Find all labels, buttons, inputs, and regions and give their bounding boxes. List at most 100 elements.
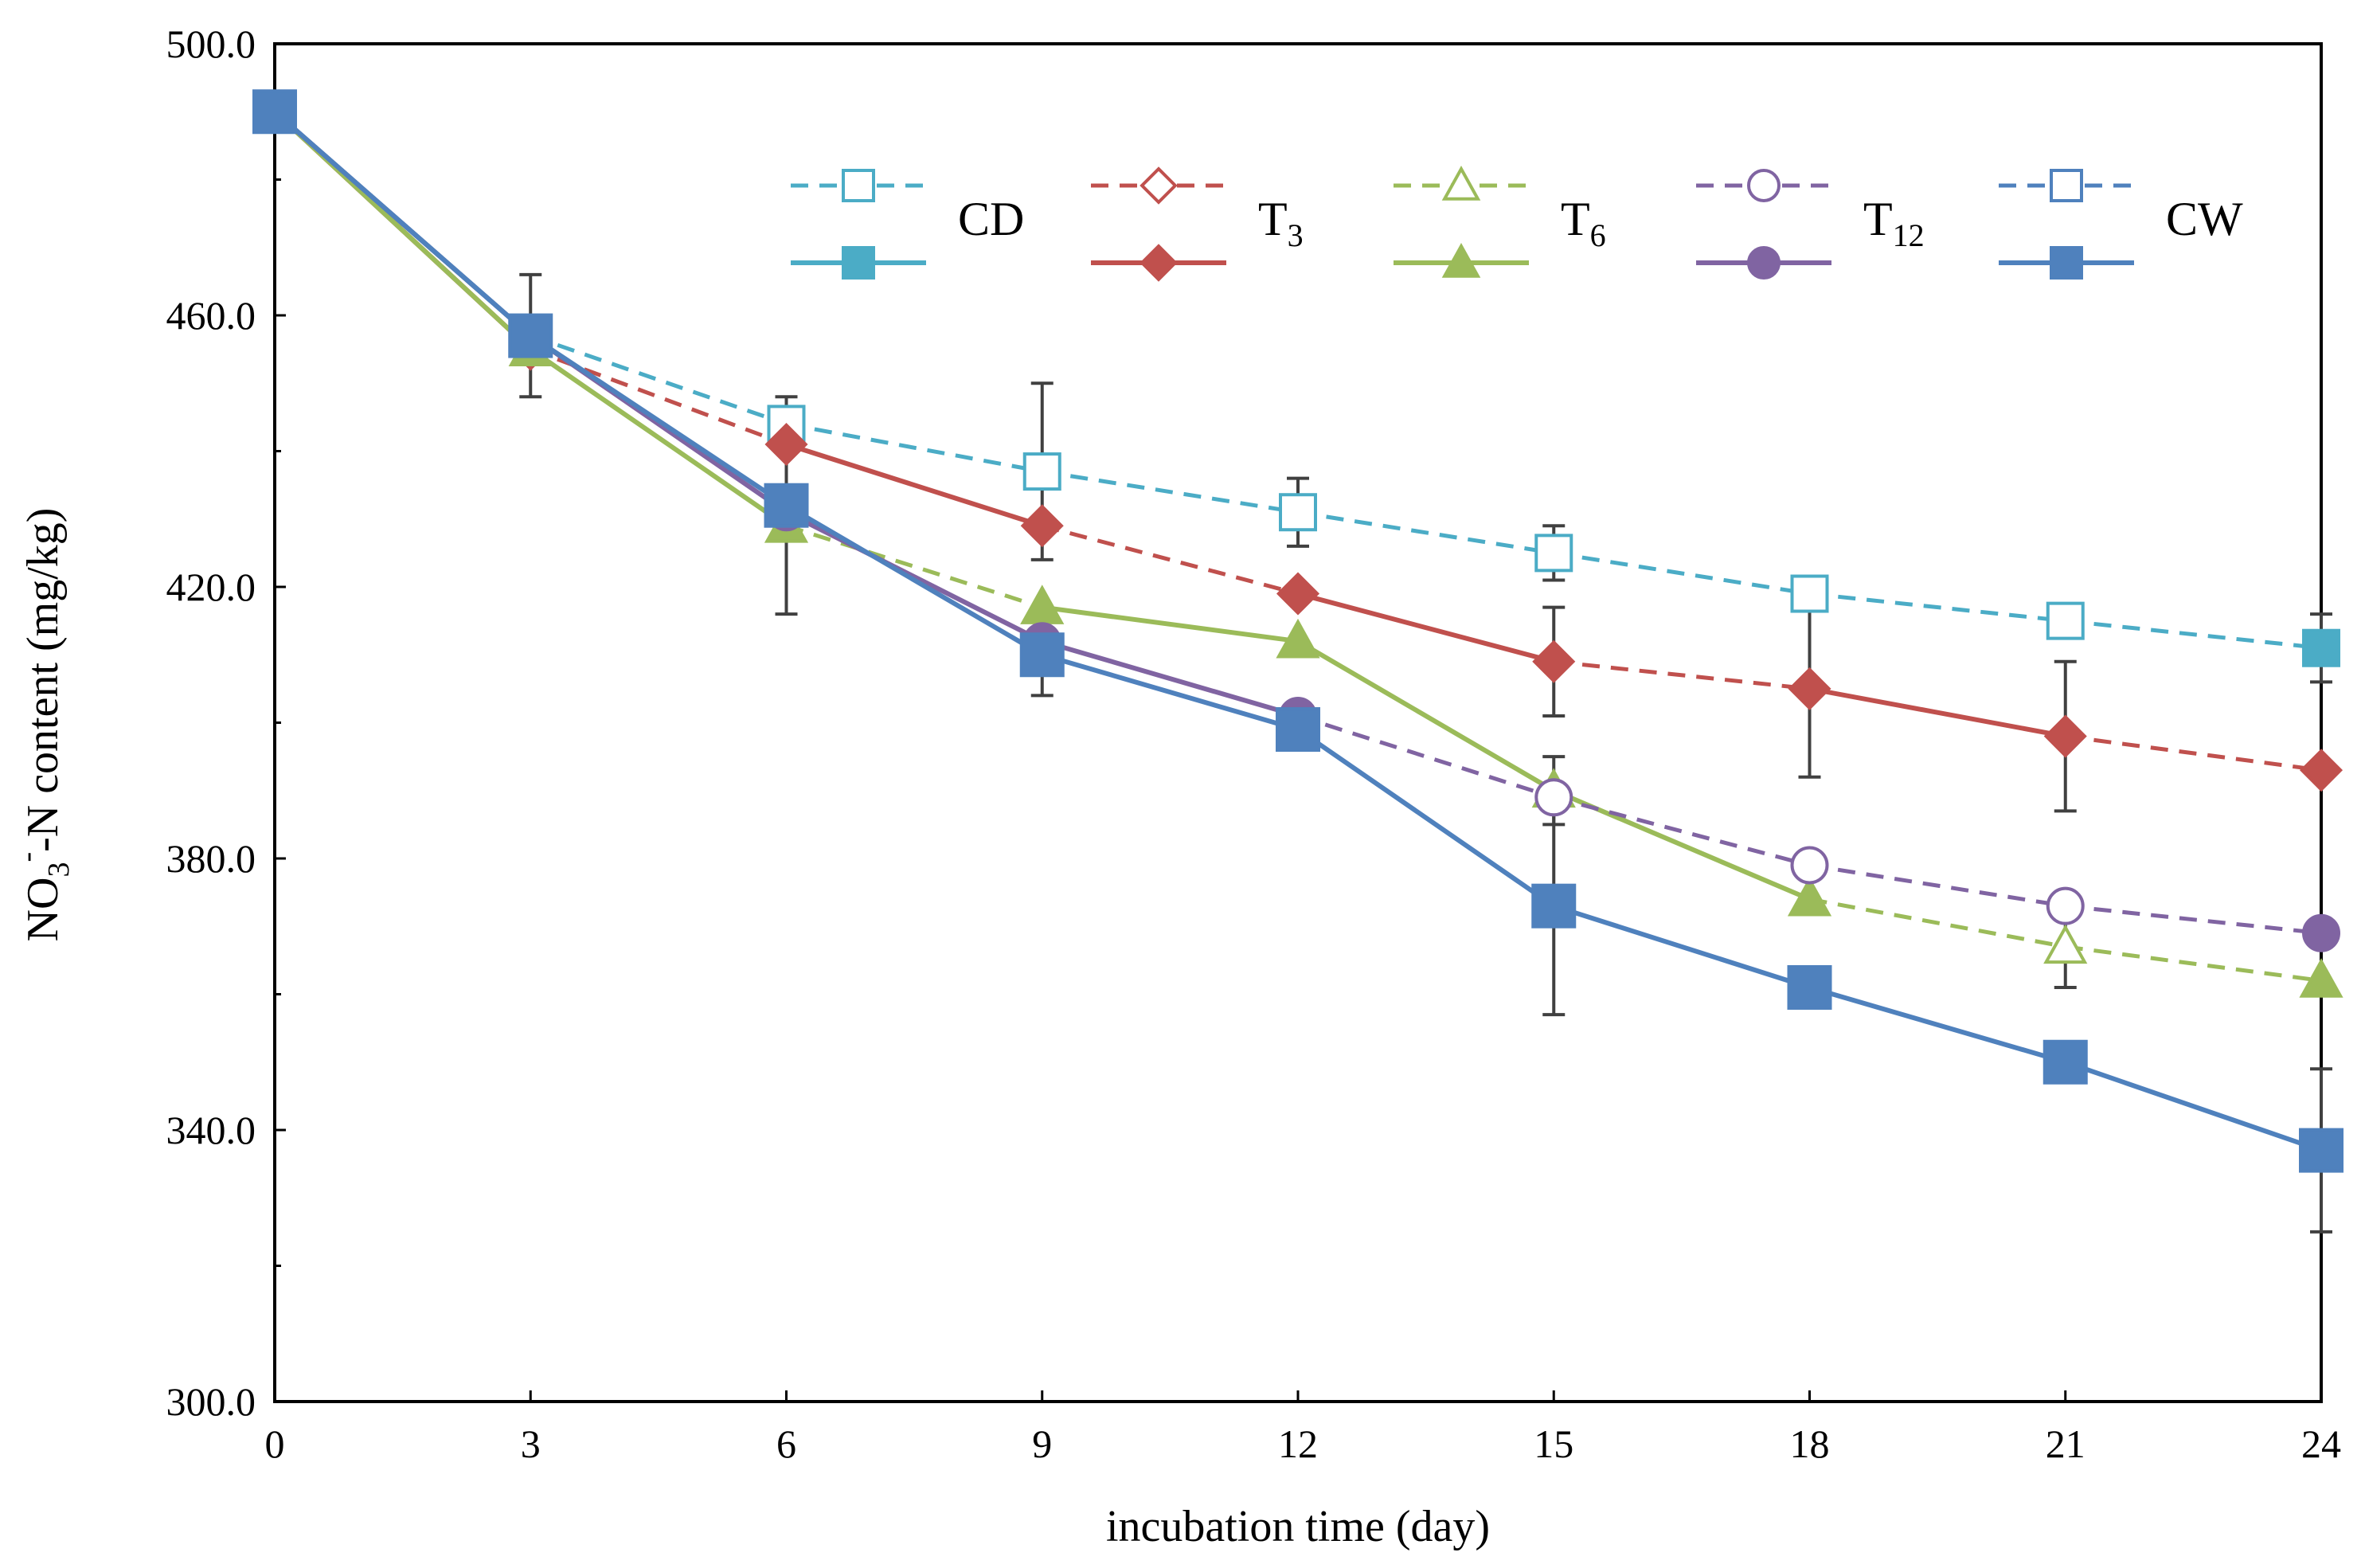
data-point — [2042, 1039, 2088, 1085]
series-segment — [529, 347, 788, 528]
series-segment — [1553, 903, 1811, 990]
x-axis-title: incubation time (day) — [1106, 1502, 1490, 1551]
data-point — [764, 422, 808, 467]
data-point — [1020, 585, 1065, 624]
legend-label-base: T — [1258, 193, 1288, 245]
data-point — [252, 89, 297, 135]
series-segment — [1042, 523, 1299, 596]
data-point — [1787, 876, 1832, 917]
data-point — [1276, 618, 1320, 659]
legend-label: CW — [2166, 193, 2243, 245]
y-axis-title-pre: NO — [18, 878, 68, 942]
data-point — [2299, 1128, 2344, 1173]
data-point — [1279, 493, 1317, 532]
x-tick-label: 15 — [1534, 1421, 1573, 1466]
legend-marker-open — [1747, 169, 1781, 202]
series-segment — [1297, 591, 1555, 664]
legend-marker-filled — [1140, 244, 1178, 282]
legend-entry-cw: CW — [1999, 169, 2243, 280]
legend-marker-open — [2050, 169, 2083, 202]
legend-label-base: CD — [958, 193, 1024, 245]
series-segment — [1296, 639, 1555, 793]
x-tick-label: 12 — [1278, 1421, 1318, 1466]
data-point — [508, 313, 553, 358]
y-axis-title-post: -N content (mg/kg) — [18, 508, 68, 852]
x-tick-label: 6 — [776, 1421, 796, 1466]
series-segment — [785, 442, 1043, 529]
x-axis: 0 3 6 9 12 15 18 21 24 — [265, 1390, 2341, 1466]
series-segment — [1809, 863, 2066, 909]
legend-entry-cd: CD — [791, 169, 1024, 280]
data-point — [1790, 846, 1829, 885]
data-point — [1020, 504, 1064, 548]
data-point — [2043, 714, 2087, 758]
x-tick-label: 21 — [2046, 1421, 2086, 1466]
legend-marker-filled — [842, 246, 875, 280]
legend-entry-t12: T12 — [1696, 169, 1925, 280]
series-segment — [1553, 659, 1810, 691]
points-cw — [252, 89, 2344, 1173]
legend-label: CD — [958, 193, 1024, 245]
series-segment — [1808, 985, 2066, 1065]
data-point — [1022, 452, 1061, 491]
series-segment — [2065, 619, 2322, 651]
legend-label-sub: 3 — [1288, 217, 1304, 253]
data-point — [1531, 883, 1577, 929]
data-point — [2043, 924, 2088, 964]
series-segment — [786, 421, 1043, 474]
legend-marker-open — [842, 169, 875, 202]
y-tick-label: 500.0 — [166, 22, 256, 66]
legend-label: T3 — [1258, 193, 1304, 253]
data-point — [1019, 632, 1065, 678]
y-tick-label: 300.0 — [166, 1379, 256, 1424]
y-tick-label: 340.0 — [166, 1108, 256, 1152]
series-segment — [1553, 550, 1810, 596]
data-point — [1534, 534, 1573, 573]
series-layer — [252, 88, 2344, 1234]
series-segment — [2064, 1059, 2322, 1153]
errorbars-t6 — [775, 436, 2077, 989]
series-segment — [1296, 727, 1555, 909]
x-tick-label: 18 — [1790, 1421, 1830, 1466]
y-axis-title-sub: 3 — [42, 862, 76, 878]
data-point — [2302, 913, 2340, 952]
legend-label-sub: 12 — [1893, 217, 1925, 253]
series-cw — [273, 109, 2322, 1153]
x-tick-label: 24 — [2301, 1421, 2341, 1466]
legend-marker-filled — [1441, 242, 1481, 278]
series-segment — [1041, 652, 1299, 732]
data-point — [2046, 601, 2085, 640]
data-point — [1788, 667, 1831, 710]
series-t3 — [272, 110, 2322, 772]
y-tick-label: 380.0 — [166, 836, 256, 881]
data-point — [2299, 749, 2344, 792]
series-segment — [1297, 714, 1555, 800]
data-point — [1276, 572, 1320, 616]
series-segment — [529, 334, 788, 508]
y-tick-label: 420.0 — [166, 565, 256, 609]
legend-entry-t3: T3 — [1091, 166, 1304, 282]
y-axis-title: NO3--N content (mg/kg) — [10, 508, 76, 942]
series-segment — [1041, 639, 1299, 718]
legend-marker-open — [1140, 166, 1178, 205]
series-segment — [1808, 686, 2066, 739]
series-segment — [785, 523, 1043, 609]
legend-label-base: T — [1863, 193, 1893, 245]
series-segment — [784, 503, 1044, 657]
series-segment — [1553, 795, 1811, 867]
legend-label-sub: 6 — [1590, 217, 1606, 253]
series-segment — [2065, 734, 2322, 772]
data-point — [1534, 778, 1573, 817]
series-cd — [273, 109, 2322, 651]
series-segment — [2065, 904, 2322, 936]
data-point — [2302, 628, 2340, 667]
legend-marker-open — [1441, 165, 1481, 201]
series-segment — [785, 510, 1044, 643]
y-axis-title-group: NO3--N content (mg/kg) — [10, 508, 76, 942]
data-point — [2046, 886, 2085, 925]
y-tick-label: 460.0 — [166, 293, 256, 338]
series-segment — [1809, 592, 2066, 624]
points-t3 — [252, 90, 2344, 792]
legend-label-base: T — [1561, 193, 1590, 245]
